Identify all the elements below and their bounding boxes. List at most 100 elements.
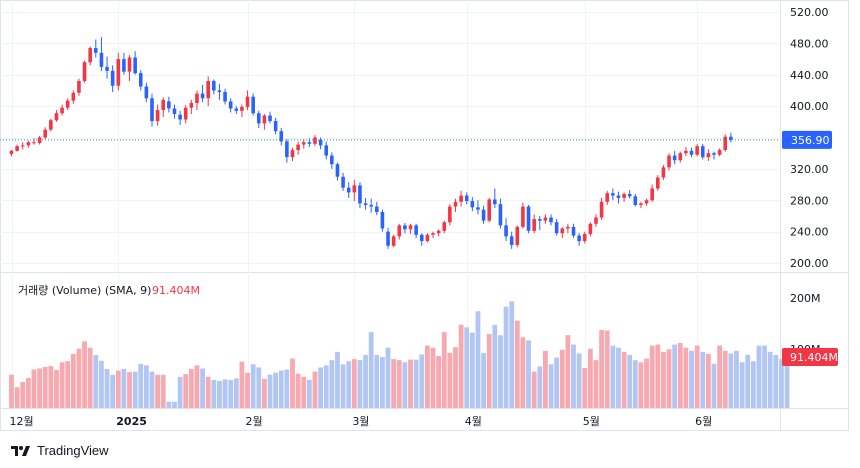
candle-body [369, 204, 373, 207]
volume-bar [138, 363, 144, 408]
volume-bar [368, 332, 374, 408]
volume-bar [211, 379, 217, 408]
volume-bar [661, 351, 666, 408]
volume-bar [559, 349, 565, 408]
tradingview-brand[interactable]: TradingView [11, 443, 109, 458]
volume-bar [312, 371, 318, 408]
volume-bar [335, 351, 340, 408]
price-tick-label: 480.00 [790, 37, 829, 50]
candle-body [509, 236, 514, 245]
candle-body [729, 136, 733, 140]
volume-bar [166, 401, 172, 408]
volume-bar [599, 330, 604, 408]
volume-bar [571, 344, 576, 408]
volume-indicator-title: 거래량 (Volume) (SMA, 9) [18, 284, 151, 297]
volume-bar [284, 369, 290, 408]
candle-body [386, 231, 390, 246]
volume-bar [408, 359, 413, 408]
volume-bar [767, 351, 773, 408]
candle-body [318, 139, 323, 146]
candle-body [200, 93, 205, 99]
volume-bar [677, 343, 683, 408]
volume-bar [25, 377, 31, 408]
candle-body [228, 101, 233, 109]
tradingview-logo-icon [11, 445, 30, 456]
candle-body [431, 233, 435, 235]
candle-body [521, 206, 525, 227]
candle-body [155, 110, 160, 122]
volume-bar [683, 347, 689, 408]
candle-body [82, 62, 87, 82]
volume-bar [160, 374, 166, 408]
volume-bar [722, 350, 728, 408]
axes: 520.00480.00440.00400.00360.00320.00280.… [10, 6, 829, 428]
candle-body [290, 150, 295, 158]
volume-bar [48, 365, 54, 408]
candle-body [268, 115, 272, 122]
candle-body [375, 206, 379, 213]
volume-bar [616, 347, 621, 408]
candle-body [504, 225, 508, 237]
candle-body [448, 206, 452, 223]
volume-bar [621, 351, 627, 408]
volume-bar [520, 337, 526, 408]
candle-body [588, 223, 593, 234]
volume-bar [222, 379, 228, 408]
volume-bar [278, 370, 284, 408]
candle-body [273, 121, 278, 132]
candle-body [605, 193, 610, 202]
candle-body [706, 153, 711, 158]
candle-body [571, 226, 576, 236]
candle-body [678, 153, 683, 161]
candle-body [594, 217, 598, 224]
volume-bar [87, 347, 93, 408]
candle-body [26, 142, 31, 146]
candle-body [712, 153, 716, 155]
volume-bar [323, 365, 329, 408]
candle-body [442, 222, 447, 231]
candle-body [425, 234, 430, 242]
candle-body [217, 90, 222, 93]
volume-bar [745, 354, 751, 408]
candle-body [487, 199, 491, 221]
candle-body [723, 136, 728, 151]
volume-bar [104, 369, 110, 408]
volume-bar [565, 335, 571, 408]
volume-bar [554, 357, 560, 408]
candle-body [650, 188, 654, 201]
candle-body [178, 114, 182, 120]
candle-body [633, 196, 638, 205]
volume-tick-label: 200M [790, 292, 821, 305]
volume-bar [413, 359, 419, 408]
volume-bar [739, 362, 745, 408]
candle-body [65, 100, 70, 108]
volume-bar [37, 368, 42, 408]
candle-body [234, 108, 239, 111]
volume-bar [99, 360, 104, 408]
candle-body [240, 106, 244, 111]
volume-bar [711, 363, 717, 408]
volume-bar [194, 365, 200, 408]
volume-bar [82, 341, 87, 408]
volume-bar [363, 354, 368, 408]
candle-body [661, 167, 666, 178]
volume-bar [469, 332, 475, 408]
candle-body [380, 212, 385, 229]
time-tick-label: 3월 [352, 415, 369, 428]
time-tick-label: 12월 [10, 415, 34, 428]
volume-bar [9, 374, 14, 408]
volume-bar [172, 401, 177, 408]
candle-body [684, 150, 688, 154]
volume-bar [54, 370, 59, 408]
candle-body [99, 52, 104, 67]
candle-body [245, 96, 250, 107]
volume-bar [734, 350, 739, 408]
volume-bar [762, 345, 767, 408]
volume-bar [143, 365, 149, 408]
volume-bar [205, 376, 211, 408]
time-tick-label: 6월 [695, 415, 712, 428]
candle-body [43, 129, 48, 138]
candle-body [172, 108, 177, 114]
candle-body [700, 146, 705, 158]
volume-bar [498, 335, 503, 408]
